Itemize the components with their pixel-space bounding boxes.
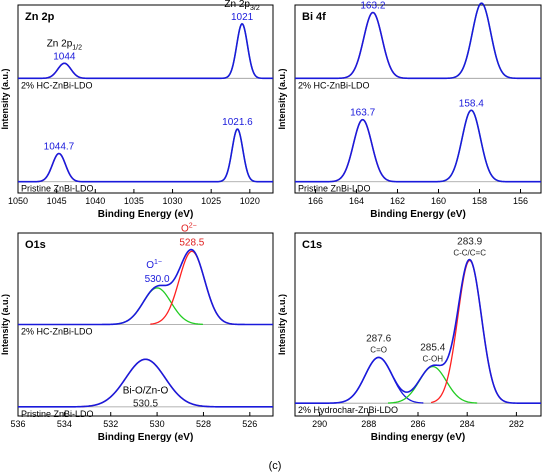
bi4f-series-label: 2% HC-ZnBi-LDO — [298, 80, 370, 90]
zn2p-peak-name-subscript: 1/2 — [72, 44, 82, 51]
c1s-fit-component — [387, 365, 478, 404]
zn2p-fit-component — [37, 152, 81, 183]
c1s-fit-component — [430, 259, 509, 404]
zn2p-x-axis-label: Binding Energy (eV) — [98, 209, 194, 220]
o1s-x-tick-label: 526 — [242, 419, 257, 429]
o1s-x-tick-label: 532 — [103, 419, 118, 429]
zn2p-x-tick-label: 1050 — [8, 196, 28, 206]
c1s-x-axis-label: Binding energy (eV) — [371, 432, 465, 443]
o1s-peak-value-label: 530.0 — [145, 274, 170, 285]
o1s-title: O1s — [25, 239, 46, 251]
bi4f-x-tick-label: 160 — [431, 196, 446, 206]
c1s-series-label: 2% Hydrochar-ZnBi-LDO — [298, 405, 398, 415]
bi4f-peak-value-label: 163.2 — [360, 1, 385, 12]
bi4f-spectrum-envelope — [295, 2, 541, 80]
zn2p-x-tick-label: 1045 — [47, 196, 67, 206]
zn2p-x-tick-label: 1030 — [163, 196, 183, 206]
o1s-x-tick-label: 528 — [196, 419, 211, 429]
zn2p-series-label: 2% HC-ZnBi-LDO — [21, 80, 93, 90]
zn2p-plot-frame — [17, 4, 274, 194]
bi4f-fit-component — [342, 11, 404, 79]
zn2p-fit-component — [219, 128, 255, 183]
zn2p-peak-name: Zn 2p1/2 — [47, 38, 82, 51]
bi4f-x-tick-label: 156 — [513, 196, 528, 206]
o1s-peak-value-label: 528.5 — [179, 237, 204, 248]
zn2p-x-tick-label: 1035 — [124, 196, 144, 206]
c1s-peak-value-label: 285.4 — [420, 343, 445, 354]
bi4f-x-tick-label: 158 — [472, 196, 487, 206]
o1s-x-tick-label: 530 — [150, 419, 165, 429]
c1s-x-tick-label: 284 — [460, 419, 475, 429]
c1s-peak-value-label: 287.6 — [366, 333, 391, 344]
bi4f-series-label: Pristine ZnBi-LDO — [298, 184, 371, 194]
o1s-spectrum-envelope — [18, 248, 273, 326]
bi4f-fit-component — [450, 2, 512, 79]
bi4f-spectrum-envelope — [295, 109, 541, 183]
zn2p-spectrum-envelope — [18, 128, 273, 183]
c1s-peak-species-label: C-OH — [423, 355, 444, 364]
bi4f-plot-frame — [294, 4, 542, 194]
zn2p-y-axis-label: Intensity (a.u.) — [0, 68, 10, 129]
o1s-y-axis-label: Intensity (a.u.) — [0, 294, 10, 355]
bi4f-x-tick-label: 166 — [308, 196, 323, 206]
zn2p-x-tick-label: 1040 — [85, 196, 105, 206]
o1s-peak-species-label: Bi-O/Zn-O — [123, 385, 169, 396]
zn2p-fit-component — [42, 62, 86, 79]
bi4f-peak-value-label: 157.9 — [469, 0, 494, 2]
o1s-series-label: Pristine ZnBi-LDO — [21, 409, 94, 419]
bi4f-peak-value-label: 163.7 — [350, 108, 375, 119]
c1s-peak-value-label: 283.9 — [457, 236, 482, 247]
c1s-x-tick-label: 286 — [410, 419, 425, 429]
zn2p-series-label: Pristine ZnBi-LDO — [21, 184, 94, 194]
zn2p-spectrum-envelope — [18, 22, 273, 80]
zn2p-x-tick-label: 1025 — [201, 196, 221, 206]
bi4f-x-axis-label: Binding Energy (eV) — [370, 209, 466, 220]
c1s-x-tick-label: 282 — [509, 419, 524, 429]
bi4f-fit-component — [332, 119, 393, 183]
c1s-plot-frame — [294, 232, 542, 417]
bi4f-title: Bi 4f — [302, 11, 326, 23]
figure-caption: (c) — [269, 460, 282, 472]
o1s-fit-component — [111, 287, 203, 325]
o1s-x-axis-label: Binding Energy (eV) — [98, 432, 194, 443]
o1s-spectrum-envelope — [18, 358, 273, 408]
c1s-peak-species-label: C=O — [370, 345, 387, 354]
c1s-peak-species-label: C-C/C=C — [453, 248, 486, 257]
o1s-ion-charge: 2− — [189, 222, 197, 229]
c1s-title: C1s — [302, 239, 322, 251]
o1s-peak-value-label: 530.5 — [133, 398, 158, 409]
bi4f-y-axis-label: Intensity (a.u.) — [277, 68, 287, 129]
zn2p-peak-value-label: 1044.7 — [44, 142, 75, 153]
zn2p-peak-name: Zn 2p3/2 — [224, 0, 259, 12]
c1s-x-tick-label: 288 — [361, 419, 376, 429]
zn2p-peak-value-label: 1021 — [231, 12, 254, 23]
o1s-fit-component — [150, 250, 235, 325]
zn2p-fit-component — [224, 23, 260, 79]
bi4f-x-tick-label: 164 — [349, 196, 364, 206]
zn2p-x-tick-label: 1020 — [240, 196, 260, 206]
bi4f-peak-value-label: 158.4 — [459, 98, 484, 109]
zn2p-peak-name-subscript: 3/2 — [250, 5, 260, 12]
c1s-fit-component — [334, 356, 424, 404]
zn2p-peak-value-label: 1044 — [53, 51, 76, 62]
c1s-x-tick-label: 290 — [312, 419, 327, 429]
o1s-ion-charge: 1− — [154, 259, 162, 266]
o1s-series-label: 2% HC-ZnBi-LDO — [21, 327, 93, 337]
zn2p-peak-value-label: 1021.6 — [222, 117, 253, 128]
bi4f-peak-name-subscript: 5/2 — [378, 0, 388, 1]
bi4f-x-tick-label: 162 — [390, 196, 405, 206]
bi4f-fit-component — [440, 109, 502, 183]
zn2p-title: Zn 2p — [25, 11, 55, 23]
o1s-x-tick-label: 536 — [10, 419, 25, 429]
o1s-x-tick-label: 534 — [57, 419, 72, 429]
c1s-spectrum-envelope — [295, 258, 541, 404]
c1s-y-axis-label: Intensity (a.u.) — [277, 294, 287, 355]
o1s-ion-label: O1− — [146, 259, 162, 271]
